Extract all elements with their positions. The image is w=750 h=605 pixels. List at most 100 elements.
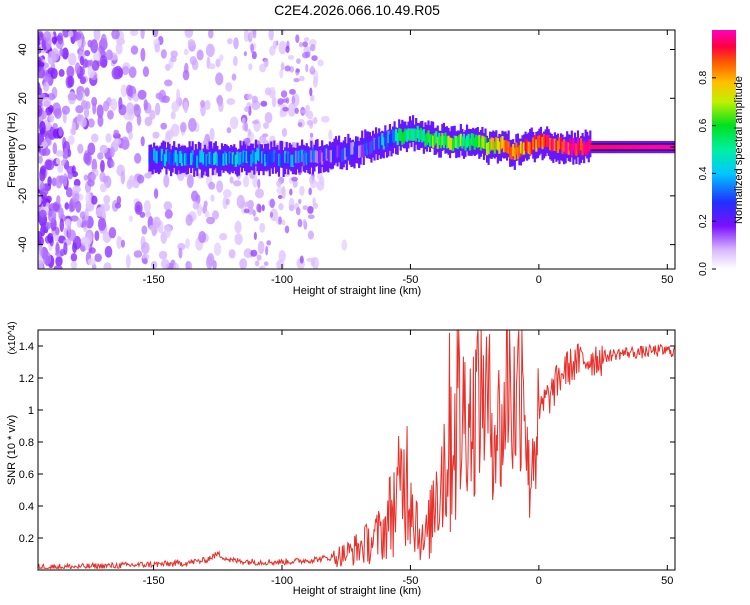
noise-speckle [60, 159, 66, 166]
noise-speckle [244, 106, 250, 113]
noise-speckle [308, 187, 312, 196]
ridge-core [365, 143, 368, 156]
noise-speckle [145, 211, 152, 218]
ridge-core [641, 144, 644, 150]
colorbar-axis: 0.0 0.2 0.4 0.6 0.8 [698, 70, 716, 276]
noise-speckle [182, 69, 190, 81]
noise-speckle [179, 121, 187, 133]
ridge-core [472, 133, 475, 146]
ridge-core [532, 137, 535, 150]
noise-speckle [251, 95, 258, 104]
noise-speckle [87, 118, 95, 128]
ridge-core [217, 153, 220, 166]
ridge-core [418, 129, 421, 143]
noise-speckle [73, 178, 81, 187]
noise-speckle [103, 262, 112, 269]
noise-speckle [116, 195, 122, 205]
noise-speckle [48, 104, 54, 113]
noise-speckle [141, 225, 148, 235]
ridge-core [473, 137, 476, 150]
ridge-core [427, 130, 430, 143]
noise-speckle [281, 127, 288, 137]
noise-speckle [216, 180, 224, 193]
ridge-core [199, 150, 202, 163]
ridge-core [549, 138, 552, 151]
noise-speckle [219, 54, 224, 62]
ridge-halo [361, 130, 364, 158]
ridge-core [191, 150, 194, 163]
noise-speckle [281, 185, 286, 200]
noise-speckle [54, 226, 60, 236]
ridge-core [307, 153, 310, 166]
noise-speckle [105, 49, 113, 61]
ridge-core [612, 144, 615, 150]
noise-speckle [288, 204, 295, 212]
ridge-core [401, 132, 404, 145]
ridge-core [410, 128, 413, 141]
ridge-core [342, 148, 345, 161]
ridge-core [492, 138, 495, 151]
noise-speckle [133, 250, 143, 258]
noise-speckle [103, 194, 111, 204]
ridge-core [416, 125, 419, 139]
ridge-core [487, 142, 490, 155]
noise-speckle [305, 104, 310, 113]
noise-speckle [307, 205, 314, 214]
ridge-halo [558, 137, 561, 165]
noise-speckle [63, 242, 68, 256]
ridge-core [624, 144, 627, 150]
noise-speckle [160, 258, 170, 269]
ridge-core [367, 137, 370, 150]
ridge-core [285, 153, 288, 166]
ridge-core [276, 154, 279, 167]
ridge-core [274, 153, 278, 166]
ridge-core [513, 147, 516, 160]
noise-speckle [41, 110, 47, 120]
noise-speckle [64, 218, 72, 226]
noise-speckle [47, 51, 54, 65]
ridge-core [424, 134, 427, 147]
noise-speckle [254, 188, 264, 199]
colorbar: 0.0 0.2 0.4 0.6 0.8 Normalized spectral ampl… [698, 30, 745, 276]
snr-x-tick-label: 0 [536, 575, 542, 587]
noise-speckle [209, 127, 215, 141]
ridge-core [256, 147, 259, 160]
ridge-core [188, 150, 191, 163]
noise-speckle [250, 249, 258, 257]
snr-y-label: SNR (10 * v/v) [6, 415, 18, 485]
noise-speckle [302, 218, 307, 227]
noise-speckle [130, 30, 139, 36]
ridge-halo [257, 148, 261, 176]
noise-speckle [278, 250, 286, 263]
ridge-core [650, 144, 654, 150]
ridge-core [299, 150, 302, 163]
noise-speckle [200, 99, 206, 108]
noise-speckle [170, 111, 176, 120]
ridge-core [350, 142, 353, 155]
noise-speckle [120, 239, 125, 248]
noise-speckle [67, 91, 77, 105]
noise-speckle [130, 45, 139, 55]
noise-speckle [252, 120, 260, 125]
noise-speckle [228, 249, 236, 259]
ridge-core [505, 140, 509, 153]
noise-speckle [207, 30, 214, 39]
noise-speckle [285, 45, 290, 53]
ridge-core [265, 150, 268, 163]
ridge-core [542, 134, 546, 147]
noise-speckle [67, 30, 74, 38]
ridge-core [527, 141, 530, 154]
ridge-core [567, 142, 570, 155]
snr-y-tick-label: 0.6 [19, 469, 34, 481]
ridge-core [640, 144, 643, 150]
noise-speckle [259, 63, 267, 73]
noise-speckle [306, 110, 314, 120]
noise-speckle [125, 254, 131, 269]
noise-speckle [120, 170, 126, 185]
noise-speckle [299, 255, 304, 264]
spectrogram-y-tick-label: -20 [17, 188, 29, 204]
noise-speckle [150, 261, 158, 269]
ridge-core [407, 128, 410, 141]
ridge-halo [411, 115, 415, 142]
ridge-core [220, 150, 224, 164]
